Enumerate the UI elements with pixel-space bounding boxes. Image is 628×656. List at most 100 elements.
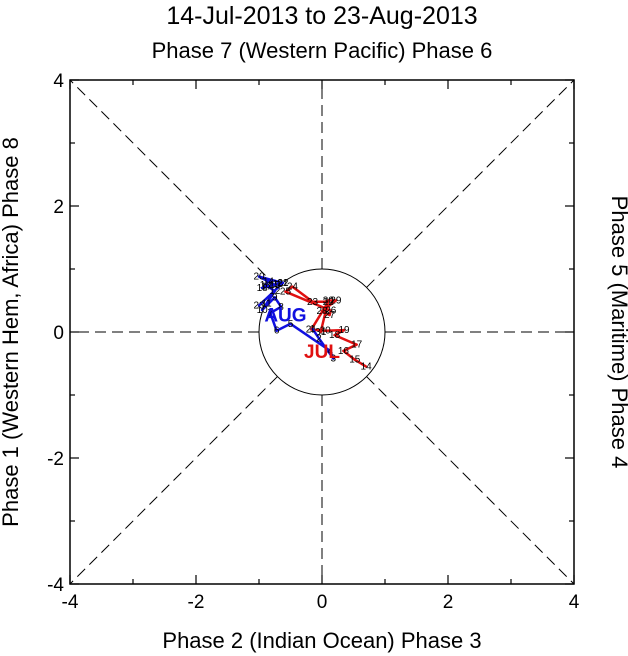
series-point: [265, 302, 268, 305]
day-label: 23: [253, 301, 265, 312]
series-point: [353, 358, 356, 361]
series-point: [320, 310, 324, 313]
diagonal-guide-line: [366, 376, 575, 585]
month-label: JUL: [304, 342, 340, 363]
chart-title: 14-Jul-2013 to 23-Aug-2013: [166, 2, 477, 30]
series-point: [267, 280, 270, 283]
diagonal-guide-line: [69, 79, 278, 288]
series-point: [284, 290, 287, 293]
series-line: [284, 285, 367, 368]
day-label: 18: [257, 283, 269, 294]
y-tick-label: 2: [53, 197, 64, 218]
day-label: 4: [327, 346, 333, 357]
y-tick-label: -4: [47, 575, 64, 596]
series-point: [257, 304, 261, 307]
series-point: [269, 311, 272, 315]
series-point: [329, 309, 333, 312]
y-tick-label: -2: [47, 449, 64, 470]
series-point: [342, 349, 345, 353]
series-point: [323, 329, 327, 332]
day-label: 13: [260, 280, 272, 291]
unit-circle: [258, 268, 386, 396]
x-axis-ticks: -4 -2 0 2 4: [62, 80, 580, 613]
month-label: AUG: [264, 305, 306, 326]
day-label: 21: [306, 324, 318, 335]
day-label: 11: [261, 299, 272, 310]
day-label: 31: [315, 327, 327, 338]
series-point: [275, 329, 278, 332]
series-point: [319, 330, 322, 334]
series-point: [279, 305, 283, 308]
day-label: 18: [329, 330, 341, 341]
y-tick-label: 4: [53, 71, 64, 92]
day-label: 6: [274, 326, 280, 337]
series-point: [273, 296, 276, 299]
series-point: [317, 337, 321, 340]
series-point: [276, 282, 280, 286]
day-label: 16: [272, 279, 284, 290]
series-point: [281, 281, 285, 285]
series-point: [332, 357, 335, 360]
x-tick-label: -4: [62, 592, 79, 613]
series-point: [273, 289, 276, 293]
x-tick-label: 2: [443, 592, 454, 613]
day-label: 24: [287, 282, 299, 293]
day-label: 14: [263, 277, 275, 288]
day-label: 9: [272, 292, 278, 303]
diagonal-guide-line: [366, 79, 575, 288]
day-label: 20: [320, 326, 332, 337]
day-label: 1: [310, 324, 316, 335]
day-label: 8: [278, 302, 284, 313]
day-label: 22: [323, 297, 335, 308]
day-label: 22: [277, 278, 289, 289]
series-aug: 1234567891011121314151617181920212223: [253, 272, 336, 365]
series-point: [327, 299, 330, 302]
day-label: 15: [349, 355, 361, 366]
day-label: 28: [316, 306, 328, 317]
day-label: 10: [257, 305, 269, 316]
series-point: [264, 283, 267, 286]
x-tick-label: -2: [188, 592, 205, 613]
day-label: 29: [330, 296, 342, 307]
day-label: 19: [269, 280, 281, 291]
series-point: [273, 283, 276, 286]
day-label: 5: [288, 319, 294, 330]
series-line: [257, 275, 335, 360]
series-point: [334, 299, 338, 302]
series-point: [333, 333, 336, 337]
series-point: [311, 300, 314, 303]
day-label: 16: [338, 346, 350, 357]
day-label: 17: [351, 340, 363, 351]
day-label: 17: [261, 282, 273, 293]
series-layer: 1415161718192021222324252627282930311234…: [253, 272, 372, 373]
x-tick-label: 4: [569, 592, 580, 613]
y-tick-label: 0: [53, 323, 64, 344]
series-point: [289, 322, 292, 326]
phase-label-bottom: Phase 2 (Indian Ocean) Phase 3: [162, 628, 481, 653]
day-label: 12: [269, 286, 281, 297]
series-point: [291, 285, 294, 288]
series-point: [311, 327, 314, 331]
series-point: [355, 343, 358, 346]
series-point: [328, 313, 331, 317]
day-label: 30: [323, 296, 335, 307]
day-label: 25: [280, 287, 292, 298]
phase-label-right: Phase 5 (Maritime) Phase 4: [607, 196, 628, 469]
series-point: [364, 365, 368, 368]
diagonal-guide-line: [69, 376, 278, 585]
phase-label-left: Phase 1 (Western Hem, Africa) Phase 8: [0, 137, 23, 527]
day-label: 3: [331, 353, 337, 364]
day-label: 14: [361, 362, 373, 373]
day-label: 23: [307, 297, 319, 308]
phase-label-top: Phase 7 (Western Pacific) Phase 6: [152, 38, 493, 63]
series-point: [260, 308, 264, 312]
series-point: [257, 275, 261, 278]
x-tick-label: 0: [317, 592, 328, 613]
series-point: [260, 286, 264, 290]
day-label: 20: [253, 272, 265, 283]
series-point: [328, 349, 332, 353]
day-label: 27: [324, 310, 336, 321]
